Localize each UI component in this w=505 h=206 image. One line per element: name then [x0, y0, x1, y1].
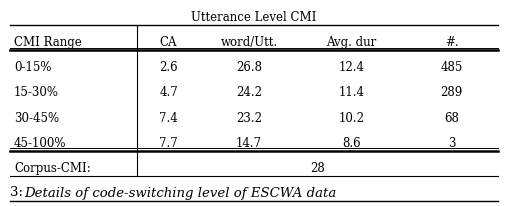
Text: 26.8: 26.8 [236, 61, 262, 74]
Text: 23.2: 23.2 [236, 112, 262, 125]
Text: 7.7: 7.7 [159, 137, 178, 150]
Text: Details of code-switching level of ESCWA data: Details of code-switching level of ESCWA… [24, 186, 336, 199]
Text: 3: 3 [447, 137, 454, 150]
Text: 4.7: 4.7 [159, 87, 178, 99]
Text: 68: 68 [443, 112, 458, 125]
Text: Avg. dur: Avg. dur [326, 36, 376, 49]
Text: 289: 289 [440, 87, 462, 99]
Text: 45-100%: 45-100% [14, 137, 66, 150]
Text: 8.6: 8.6 [341, 137, 360, 150]
Text: 15-30%: 15-30% [14, 87, 59, 99]
Text: 30-45%: 30-45% [14, 112, 59, 125]
Text: 2.6: 2.6 [159, 61, 178, 74]
Text: Utterance Level CMI: Utterance Level CMI [191, 11, 316, 24]
Text: 485: 485 [439, 61, 462, 74]
Text: Corpus-CMI:: Corpus-CMI: [14, 162, 90, 175]
Text: CMI Range: CMI Range [14, 36, 82, 49]
Text: 10.2: 10.2 [338, 112, 364, 125]
Text: 24.2: 24.2 [236, 87, 262, 99]
Text: 0-15%: 0-15% [14, 61, 52, 74]
Text: 14.7: 14.7 [236, 137, 262, 150]
Text: CA: CA [160, 36, 177, 49]
Text: 28: 28 [310, 162, 324, 175]
Text: 7.4: 7.4 [159, 112, 178, 125]
Text: 3:: 3: [10, 186, 27, 199]
Text: 12.4: 12.4 [338, 61, 364, 74]
Text: word/Utt.: word/Utt. [220, 36, 277, 49]
Text: 11.4: 11.4 [338, 87, 364, 99]
Text: #.: #. [444, 36, 458, 49]
